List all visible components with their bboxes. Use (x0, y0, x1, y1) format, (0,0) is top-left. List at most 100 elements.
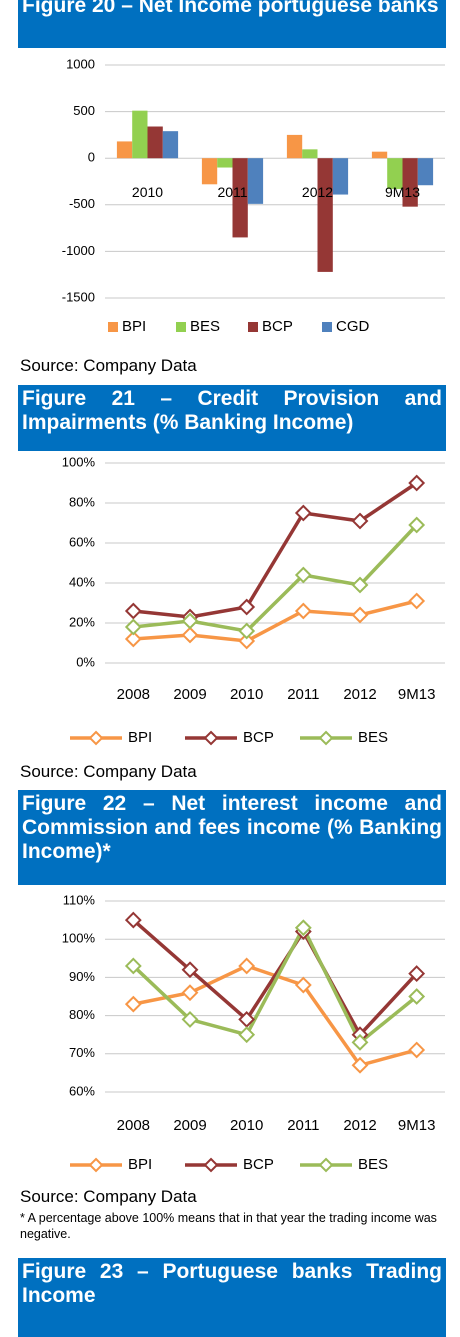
source: Source: Company Data (20, 356, 197, 375)
bar (217, 158, 233, 168)
marker (124, 618, 142, 636)
x-tick-label: 2010 (230, 686, 263, 703)
legend-marker (88, 730, 104, 746)
legend-label: BPI (122, 318, 146, 335)
source: Source: Company Data (20, 762, 197, 781)
y-tick-label: 90% (69, 969, 95, 984)
y-tick-label: 80% (69, 1007, 95, 1022)
line (133, 481, 418, 619)
marker (351, 606, 369, 624)
y-tick-label: 0 (88, 150, 95, 165)
legend-swatch (108, 322, 118, 332)
legend-label: BPI (128, 729, 152, 746)
line (132, 918, 418, 1038)
legend-label: BCP (243, 1156, 274, 1173)
marker (181, 984, 199, 1002)
line (133, 523, 418, 633)
marker (408, 965, 426, 982)
y-tick-label: 40% (69, 574, 95, 589)
y-tick-label: 1000 (66, 56, 95, 71)
legend-marker (88, 1157, 104, 1173)
legend-swatch (248, 322, 258, 332)
bar (162, 131, 179, 159)
y-tick-label: 500 (73, 103, 95, 118)
marker (351, 1033, 369, 1051)
marker (408, 1041, 426, 1059)
chart: 60% 70% 80% 90% 100% 110% 2008 2009 2010 2011 2012… (62, 892, 445, 1173)
legend-label: CGD (336, 318, 370, 335)
x-tick-label: 9M13 (385, 184, 420, 200)
legend-marker (318, 730, 334, 746)
bar (402, 158, 418, 207)
bar (132, 110, 148, 159)
y-tick-label: 20% (69, 614, 95, 629)
marker (238, 1026, 256, 1044)
marker (238, 598, 256, 616)
x-tick-label: 2010 (132, 184, 163, 200)
bar (232, 158, 248, 238)
marker (351, 1056, 369, 1074)
bar (286, 134, 303, 159)
marker (124, 630, 142, 648)
y-tick-label: 60% (69, 534, 95, 549)
x-tick-label: 2011 (217, 184, 247, 200)
legend-label: BES (358, 1156, 388, 1173)
y-tick-label: -500 (69, 196, 95, 211)
source: Source: Company Data (20, 1187, 197, 1206)
x-tick-label: 2010 (230, 1117, 263, 1134)
x-tick-label: 9M13 (398, 1117, 436, 1134)
line (132, 923, 418, 1046)
bar (417, 158, 434, 186)
bar (317, 158, 333, 272)
marker (351, 512, 369, 530)
marker (124, 995, 142, 1013)
y-tick-label: 100% (62, 931, 96, 946)
marker (294, 566, 312, 584)
marker (181, 626, 199, 644)
y-tick-label: 110% (63, 892, 96, 907)
marker (408, 592, 426, 610)
y-tick-label: 60% (69, 1083, 95, 1098)
bar (116, 141, 133, 159)
marker (351, 576, 369, 594)
marker (294, 919, 312, 937)
x-tick-label: 9M13 (398, 686, 436, 703)
bar (332, 158, 349, 195)
chart: 0% 20% 40% 60% 80% 100% 2008 2009 2010 2011 2012 9M… (62, 454, 445, 746)
figure-title: Figure 22 – Net interest income and Comm… (18, 790, 446, 885)
legend-marker (203, 1157, 219, 1173)
y-tick-label: -1000 (62, 243, 95, 258)
marker (181, 1011, 199, 1028)
legend-label: BES (358, 729, 388, 746)
marker (408, 516, 426, 534)
x-tick-label: 2009 (173, 686, 206, 703)
marker (124, 911, 142, 929)
legend-swatch (176, 322, 186, 332)
legend-marker (203, 730, 219, 746)
figure-title: Figure 21 – Credit Provision and Impairm… (18, 385, 446, 451)
y-tick-label: -1500 (62, 289, 95, 304)
marker (124, 602, 142, 620)
marker (238, 632, 256, 650)
legend-marker (318, 1157, 334, 1173)
marker (238, 957, 256, 975)
marker (124, 957, 142, 975)
marker (181, 961, 199, 979)
bar (302, 149, 318, 159)
legend-label: BCP (262, 318, 293, 335)
x-tick-label: 2009 (173, 1117, 206, 1134)
bar (147, 126, 163, 159)
x-tick-label: 2008 (117, 686, 150, 703)
legend-label: BPI (128, 1156, 152, 1173)
figure-title: Figure 23 – Portuguese banks Trading Inc… (18, 1258, 446, 1337)
marker (294, 504, 312, 522)
bar (387, 158, 403, 189)
legend-label: BCP (243, 729, 274, 746)
x-tick-label: 2012 (343, 686, 376, 703)
marker (294, 976, 312, 994)
x-tick-label: 2012 (302, 184, 333, 200)
marker (294, 602, 312, 620)
marker (238, 622, 256, 640)
bar (201, 158, 218, 185)
